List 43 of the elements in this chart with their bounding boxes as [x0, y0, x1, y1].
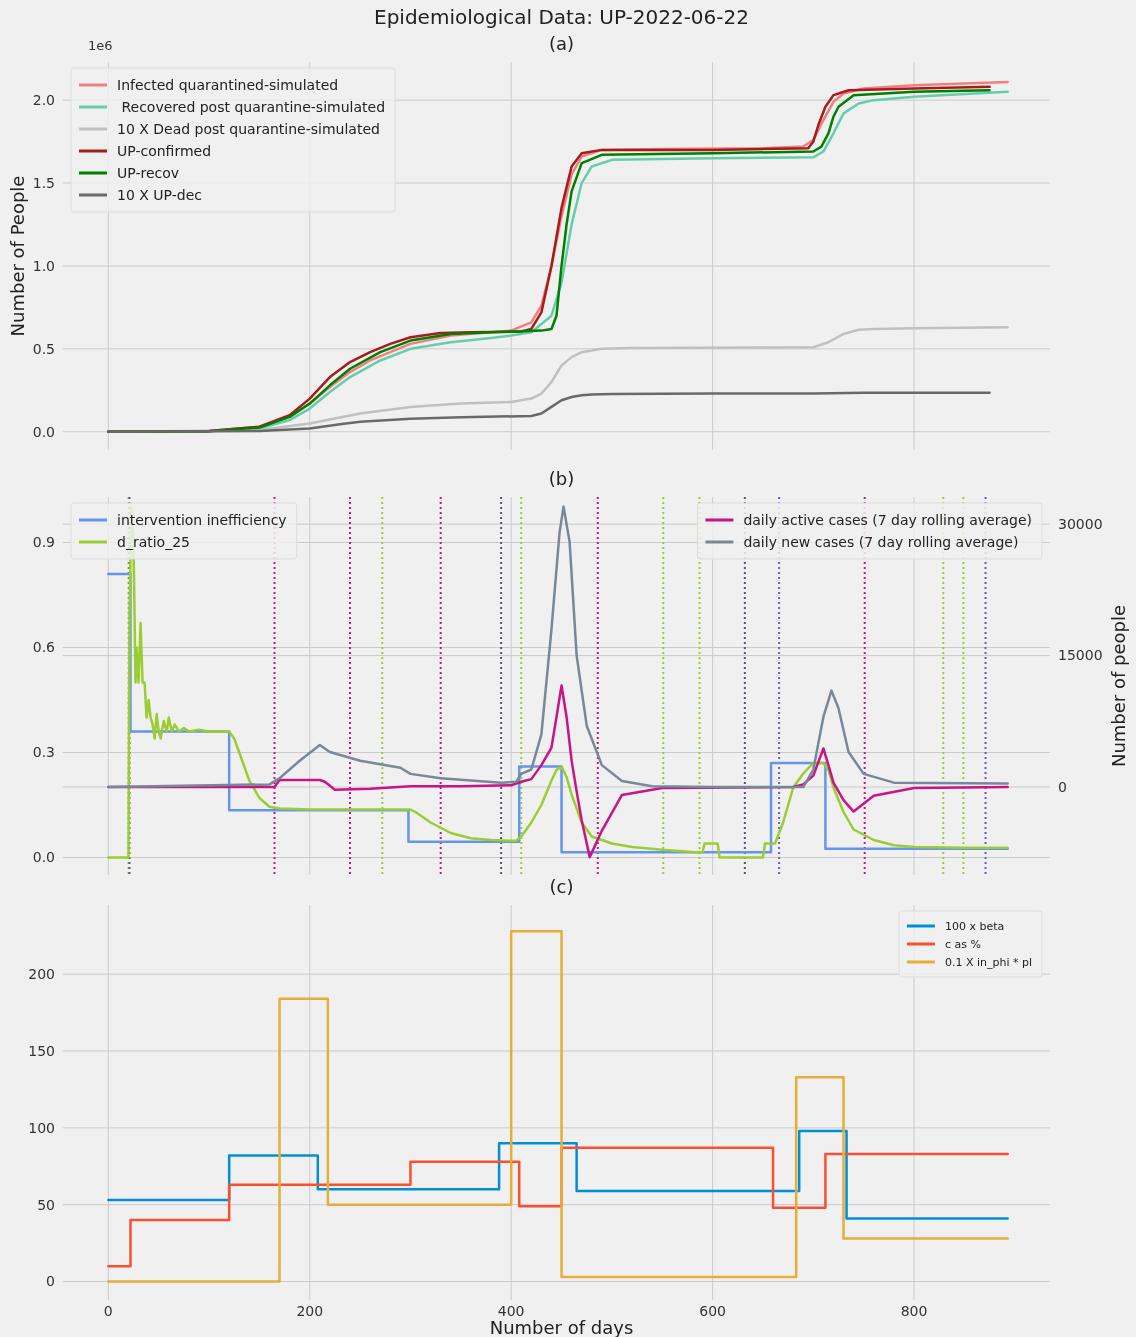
x-tick-label: 0: [103, 1303, 113, 1319]
legend-label: c as %: [944, 937, 981, 951]
legend-label: Recovered post quarantine-simulated: [117, 98, 386, 115]
legend-label: 10 X UP-dec: [117, 186, 202, 203]
y-tick-label: 0: [46, 1273, 55, 1290]
chart-title: (c): [549, 876, 574, 897]
y2-tick-label: 30000: [1058, 516, 1103, 533]
y2-tick-label: 15000: [1058, 647, 1103, 664]
y-tick-label: 0.0: [32, 849, 55, 866]
x-tick-label: 200: [296, 1303, 324, 1319]
legend-label: Infected quarantined-simulated: [117, 76, 339, 93]
y-tick-label: 0.6: [32, 639, 56, 656]
chart-title: (b): [548, 468, 575, 489]
legend-label: 0.1 X in_phi * pl: [944, 955, 1032, 969]
chart-title: Epidemiological Data: UP-2022-06-22: [374, 5, 749, 29]
y2-tick-label: 0: [1058, 778, 1067, 795]
legend-label: daily new cases (7 day rolling average): [743, 533, 1019, 550]
y-tick-label: 0.5: [32, 340, 55, 357]
y-tick-label: 1.5: [32, 174, 55, 191]
y-tick-label: 0.3: [32, 744, 55, 761]
y-tick-label: 0.0: [32, 423, 55, 440]
y-axis-title: Number of People: [7, 175, 28, 337]
chart-subtitle: (a): [548, 33, 575, 54]
y-tick-label: 100: [28, 1119, 55, 1136]
y-tick-label: 1.0: [32, 257, 55, 274]
legend-label: UP-recov: [117, 164, 180, 181]
y-tick-label: 50: [37, 1196, 55, 1213]
text: 1e6: [88, 38, 113, 53]
y-tick-label: 150: [28, 1042, 55, 1059]
x-tick-label: 800: [900, 1303, 928, 1319]
y-tick-label: 2.0: [32, 92, 55, 109]
y-tick-label: 0.9: [32, 534, 55, 551]
y2-axis-title: Number of people: [1108, 604, 1129, 768]
x-axis-title: Number of days: [489, 1317, 634, 1337]
x-tick-label: 600: [699, 1303, 726, 1319]
legend-label: 10 X Dead post quarantine-simulated: [117, 120, 380, 137]
legend-label: 100 x beta: [944, 919, 1005, 933]
legend-label: d_ratio_25: [117, 533, 190, 550]
x-tick-label: 400: [497, 1303, 525, 1319]
legend-label: UP-confirmed: [117, 142, 212, 159]
y-tick-label: 200: [28, 966, 55, 983]
legend-label: intervention inefficiency: [117, 511, 287, 528]
legend-label: daily active cases (7 day rolling average): [743, 511, 1032, 528]
